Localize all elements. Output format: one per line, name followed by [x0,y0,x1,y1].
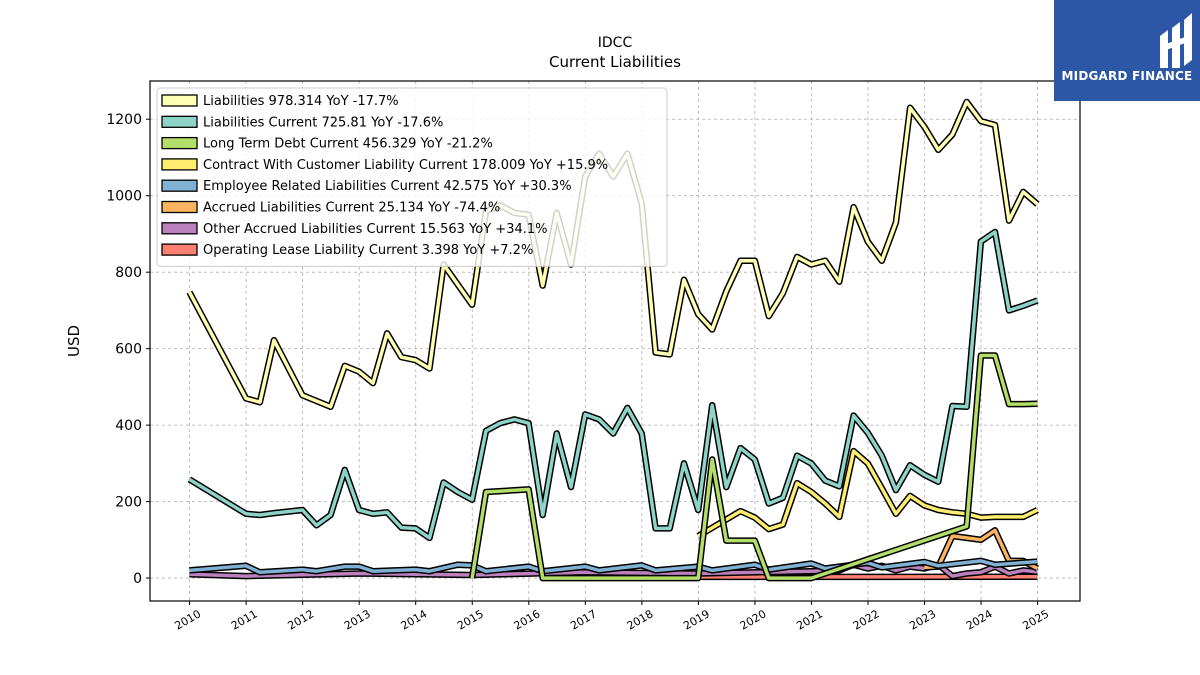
legend-label: Liabilities 978.314 YoY -17.7% [203,94,399,109]
legend-swatch [161,179,198,192]
x-tick-label: 2018 [625,607,656,632]
legend-swatch [161,200,198,214]
legend: Liabilities 978.314 YoY -17.7% Liabilitie… [156,87,668,267]
legend-swatch [161,94,198,107]
series-outline [187,228,1039,542]
y-tick-label: 0 [133,571,142,587]
plot-frame [149,80,1081,602]
x-tick-label: 2016 [512,607,543,632]
x-tick-label: 2025 [1020,607,1051,632]
x-tick-label: 2015 [455,607,486,632]
legend-entry: Employee Related Liabilities Current 42.… [161,179,572,194]
x-tick-label: 2017 [568,607,599,632]
series-2 [468,352,1038,582]
x-tick-label: 2022 [851,607,882,632]
y-axis-label: USD [65,325,83,357]
legend-label: Liabilities Current 725.81 YoY -17.6% [203,115,443,130]
series-3 [696,447,1039,539]
x-tick-label: 2024 [964,607,995,632]
legend-entry: Liabilities 978.314 YoY -17.7% [161,94,399,109]
legend-entry: Other Accrued Liabilities Current 15.563… [161,222,548,237]
grid [150,81,1080,601]
legend-entry: Contract With Customer Liability Current… [161,158,608,173]
legend-label: Contract With Customer Liability Current… [203,158,608,173]
series-line [189,559,1038,575]
legend-label: Employee Related Liabilities Current 42.… [203,179,572,194]
y-tick-label: 1200 [106,112,142,128]
legend-entry: Liabilities Current 725.81 YoY -17.6% [161,115,443,130]
y-tick-label: 400 [115,418,142,434]
x-tick-label: 2010 [172,607,203,632]
legend-entry: Accrued Liabilities Current 25.134 YoY -… [161,200,500,216]
brand-logo-icon [1160,13,1192,68]
series-4 [189,557,1038,576]
legend-swatch [161,243,198,256]
x-tick-label: 2019 [681,607,712,632]
series-line [188,230,1039,540]
legend-label: Operating Lease Liability Current 3.398 … [203,243,533,258]
legend-swatch [161,115,198,128]
x-tick-label: 2023 [907,607,938,632]
series-line [697,449,1039,538]
x-tick-label: 2013 [342,607,373,632]
x-tick-label: 2012 [286,607,317,632]
legend-entry: Long Term Debt Current 456.329 YoY -21.2… [161,136,493,152]
legend-swatch [161,222,198,235]
brand-name: MIDGARD FINANCE [1061,69,1193,83]
legend-swatch [161,136,198,150]
series-line [470,353,1038,580]
y-tick-label: 800 [115,265,142,281]
legend-label: Long Term Debt Current 456.329 YoY -21.2… [203,137,493,152]
series-line [187,100,1039,409]
x-tick-label: 2021 [794,607,825,632]
x-tick-label: 2014 [399,607,430,632]
chart-subtitle: Current Liabilities [549,53,681,71]
series-1 [187,228,1039,542]
legend-label: Other Accrued Liabilities Current 15.563… [203,222,548,237]
y-tick-label: 200 [115,495,142,511]
x-tick-label: 2020 [738,607,769,632]
x-tick-label: 2011 [229,607,260,632]
legend-entry: Operating Lease Liability Current 3.398 … [161,243,533,258]
brand-logo: MIDGARD FINANCE [1054,0,1200,101]
y-tick-label: 1000 [106,189,142,205]
series-0 [186,98,1040,411]
series-lines [186,98,1040,582]
y-tick-label: 600 [115,342,142,358]
chart-title: IDCC [598,35,633,51]
legend-box [156,87,668,267]
legend-label: Accrued Liabilities Current 25.134 YoY -… [203,201,500,216]
legend-swatch [161,158,198,171]
